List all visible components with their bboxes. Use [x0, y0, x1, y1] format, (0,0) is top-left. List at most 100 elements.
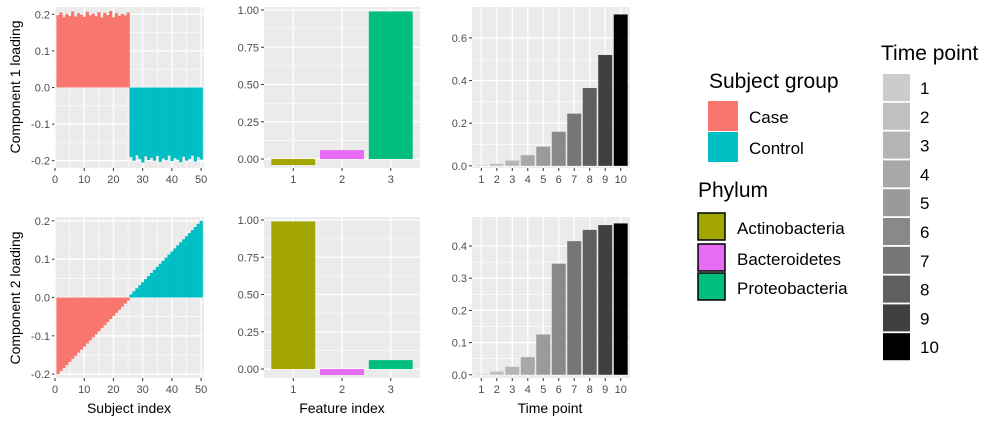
- bar-subject-23: [120, 13, 124, 88]
- y-tick-label: 0.1: [452, 338, 467, 350]
- bar-subject-45: [185, 87, 189, 161]
- legend-subject-group: Subject group Case Control: [708, 70, 839, 162]
- bar-subject-12: [88, 297, 92, 341]
- x-tick-label: 0: [52, 384, 58, 396]
- bar-subject-17: [103, 12, 107, 88]
- y-tick-label: 1.00: [238, 215, 259, 227]
- x-tick-label: 6: [556, 174, 562, 186]
- bar-subject-36: [158, 263, 162, 298]
- bar-subject-39: [167, 87, 171, 156]
- y-tick-label: -0.2: [31, 156, 50, 168]
- bar-subject-20: [111, 297, 116, 316]
- bar-subject-2: [59, 297, 63, 372]
- legend-swatch-bacteroidetes: [697, 243, 726, 272]
- bar-subject-23: [120, 297, 124, 307]
- bar-subject-50: [199, 87, 203, 160]
- bar-subject-16: [100, 297, 104, 329]
- bar-subject-38: [164, 257, 168, 298]
- panel-time-component1: 0.0 0.2 0.4 0.6 1 2 3 4 5 6 7 8 9 10: [452, 7, 630, 186]
- bar-subject-4: [65, 13, 69, 88]
- bar-subject-41: [173, 87, 177, 159]
- y-tick-label: 0.4: [452, 76, 467, 88]
- bar-subject-7: [73, 297, 78, 356]
- bar-time-1: [474, 165, 489, 166]
- legend-subject-group-title: Subject group: [709, 70, 839, 93]
- x-tick-label: 10: [78, 384, 90, 396]
- legend-label-time-6: 6: [920, 223, 929, 242]
- bar-subject-27: [132, 291, 136, 298]
- legend-swatch-time-10: [883, 333, 910, 361]
- bar-subject-47: [190, 230, 195, 298]
- bar-subject-35: [155, 87, 160, 156]
- bar-subject-1: [56, 297, 60, 375]
- bar-subject-18: [106, 297, 110, 323]
- bar-subject-14: [94, 16, 98, 88]
- x-tick-label: 5: [540, 384, 546, 396]
- bar-subject-18: [106, 15, 110, 88]
- bar-time-4: [520, 155, 535, 166]
- bar-subject-21: [114, 13, 119, 88]
- bar-subject-34: [152, 87, 157, 161]
- y-tick-label: 0.00: [238, 154, 259, 166]
- y-tick-label: 0.0: [452, 161, 467, 173]
- x-tick-label: 2: [494, 174, 500, 186]
- legend-label-time-2: 2: [920, 108, 929, 127]
- bar-subject-43: [179, 242, 183, 298]
- x-tick-label: 1: [290, 174, 296, 186]
- bar-time-5: [536, 146, 551, 166]
- y-tick-label: -0.2: [31, 369, 50, 381]
- x-tick-label: 8: [587, 384, 593, 396]
- bar-subject-22: [117, 15, 122, 88]
- bar-feature-3: [368, 11, 413, 160]
- xlabel-subject-index: Subject index: [87, 400, 171, 416]
- legend-swatch-time-9: [883, 304, 910, 332]
- bar-subject-7: [73, 16, 78, 88]
- y-tick-label: 0.75: [238, 252, 259, 264]
- panel-feature-component2: 0.00 0.25 0.50 0.75 1.00 1 2 3: [238, 215, 420, 396]
- bar-subject-10: [82, 297, 86, 347]
- legend-label-time-1: 1: [920, 79, 929, 98]
- bar-subject-3: [62, 17, 66, 88]
- bar-subject-15: [97, 12, 101, 88]
- x-tick-label: 20: [107, 384, 119, 396]
- legend-label-control: Control: [749, 139, 804, 158]
- legend-swatch-time-5: [883, 189, 910, 217]
- x-tick-label: 10: [615, 174, 627, 186]
- bar-subject-25: [126, 12, 130, 88]
- x-tick-label: 1: [478, 384, 484, 396]
- x-tick-label: 50: [195, 174, 207, 186]
- bar-subject-12: [88, 15, 92, 88]
- x-tick-label: 3: [388, 174, 394, 186]
- bar-subject-3: [62, 297, 66, 369]
- bar-subject-8: [76, 297, 81, 353]
- bar-subject-13: [91, 297, 95, 338]
- y-tick-label: 0.2: [35, 216, 50, 228]
- x-tick-label: 3: [388, 384, 394, 396]
- bar-subject-6: [71, 11, 75, 88]
- bar-time-4: [520, 357, 535, 375]
- bar-subject-40: [170, 251, 174, 298]
- x-tick-label: 9: [602, 174, 608, 186]
- bar-subject-42: [176, 87, 180, 160]
- bar-subject-42: [176, 245, 180, 298]
- legend-label-time-3: 3: [920, 137, 929, 156]
- x-tick-label: 30: [137, 384, 149, 396]
- x-tick-label: 40: [166, 174, 178, 186]
- x-tick-label: 2: [339, 384, 345, 396]
- bar-subject-38: [164, 87, 168, 161]
- legend-swatch-time-2: [883, 102, 910, 130]
- bar-subject-37: [161, 87, 165, 159]
- bar-time-2: [489, 163, 504, 166]
- x-tick-label: 1: [478, 174, 484, 186]
- bar-subject-31: [144, 279, 148, 298]
- bar-subject-24: [123, 15, 127, 88]
- bar-time-3: [505, 160, 520, 166]
- bar-subject-27: [132, 87, 136, 161]
- bar-subject-24: [123, 297, 127, 304]
- bar-subject-47: [190, 87, 195, 156]
- y-tick-label: 0.50: [238, 290, 259, 302]
- bar-feature-2: [320, 369, 364, 376]
- x-tick-label: 10: [615, 384, 627, 396]
- bar-subject-10: [82, 16, 86, 88]
- bar-time-8: [582, 229, 597, 375]
